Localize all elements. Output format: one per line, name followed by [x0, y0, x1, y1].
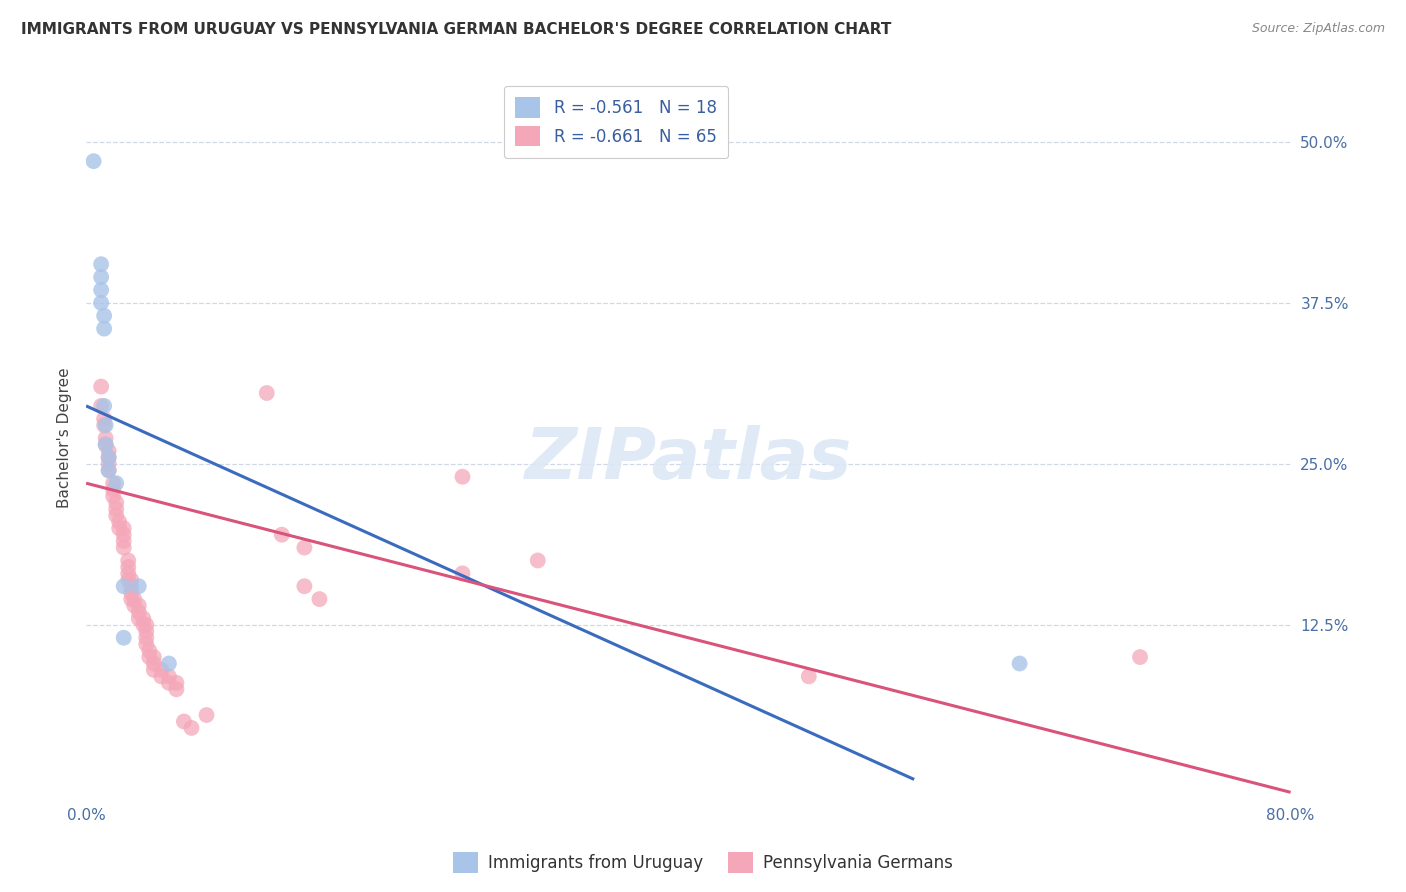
Y-axis label: Bachelor's Degree: Bachelor's Degree — [58, 368, 72, 508]
Point — [94, 418, 117, 433]
Point — [165, 682, 187, 697]
Point — [97, 444, 120, 458]
Point — [120, 585, 142, 599]
Point — [142, 663, 165, 677]
Point — [128, 611, 150, 625]
Point — [112, 527, 135, 541]
Point — [90, 399, 112, 413]
Point — [93, 399, 115, 413]
Point — [195, 708, 218, 723]
Point — [90, 379, 112, 393]
Point — [90, 283, 112, 297]
Point — [165, 676, 187, 690]
Point — [135, 631, 157, 645]
Point — [101, 476, 124, 491]
Point — [108, 521, 131, 535]
Point — [142, 650, 165, 665]
Point — [117, 573, 139, 587]
Point — [451, 566, 474, 581]
Point — [1129, 650, 1152, 665]
Point — [93, 309, 115, 323]
Point — [90, 270, 112, 285]
Point — [270, 527, 292, 541]
Point — [173, 714, 195, 729]
Point — [157, 669, 180, 683]
Point — [93, 418, 115, 433]
Point — [120, 579, 142, 593]
Point — [93, 321, 115, 335]
Point — [117, 566, 139, 581]
Point — [138, 650, 160, 665]
Point — [117, 553, 139, 567]
Point — [135, 624, 157, 639]
Text: ZIPatlas: ZIPatlas — [524, 425, 852, 494]
Point — [128, 599, 150, 613]
Point — [157, 657, 180, 671]
Point — [132, 618, 155, 632]
Point — [122, 599, 145, 613]
Point — [90, 257, 112, 271]
Point — [797, 669, 820, 683]
Point — [97, 450, 120, 465]
Point — [90, 296, 112, 310]
Point — [128, 605, 150, 619]
Point — [120, 573, 142, 587]
Point — [117, 560, 139, 574]
Point — [97, 450, 120, 465]
Point — [97, 463, 120, 477]
Point — [135, 618, 157, 632]
Point — [157, 676, 180, 690]
Point — [112, 521, 135, 535]
Point — [93, 411, 115, 425]
Point — [101, 483, 124, 497]
Point — [112, 579, 135, 593]
Point — [108, 515, 131, 529]
Point — [112, 534, 135, 549]
Legend: Immigrants from Uruguay, Pennsylvania Germans: Immigrants from Uruguay, Pennsylvania Ge… — [446, 846, 960, 880]
Point — [128, 579, 150, 593]
Point — [105, 495, 128, 509]
Point — [101, 489, 124, 503]
Legend: R = -0.561   N = 18, R = -0.661   N = 65: R = -0.561 N = 18, R = -0.661 N = 65 — [503, 86, 728, 158]
Point — [292, 541, 315, 555]
Text: Source: ZipAtlas.com: Source: ZipAtlas.com — [1251, 22, 1385, 36]
Point — [94, 437, 117, 451]
Point — [83, 154, 105, 169]
Point — [308, 592, 330, 607]
Point — [105, 502, 128, 516]
Point — [94, 437, 117, 451]
Text: IMMIGRANTS FROM URUGUAY VS PENNSYLVANIA GERMAN BACHELOR'S DEGREE CORRELATION CHA: IMMIGRANTS FROM URUGUAY VS PENNSYLVANIA … — [21, 22, 891, 37]
Point — [105, 508, 128, 523]
Point — [256, 386, 278, 401]
Point — [97, 457, 120, 471]
Point — [1008, 657, 1031, 671]
Point — [292, 579, 315, 593]
Point — [120, 592, 142, 607]
Point — [112, 631, 135, 645]
Point — [112, 541, 135, 555]
Point — [135, 637, 157, 651]
Point — [180, 721, 202, 735]
Point — [122, 592, 145, 607]
Point — [138, 643, 160, 657]
Point — [142, 657, 165, 671]
Point — [97, 463, 120, 477]
Point — [132, 611, 155, 625]
Point — [94, 431, 117, 445]
Point — [150, 663, 173, 677]
Point — [150, 669, 173, 683]
Point — [526, 553, 548, 567]
Point — [451, 469, 474, 483]
Point — [105, 476, 128, 491]
